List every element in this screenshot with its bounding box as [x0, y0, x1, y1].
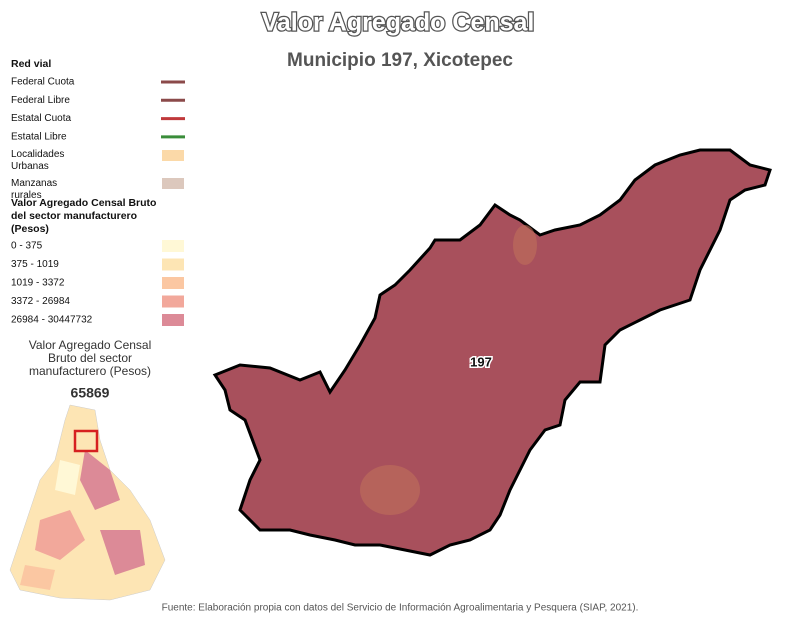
legend-label: 3372 - 26984 — [11, 296, 70, 307]
legend-label: 0 - 375 — [11, 241, 43, 252]
inset-value: 65869 — [71, 385, 110, 401]
legend-label: Manzanas rurales — [11, 178, 57, 201]
legend-label: Federal Cuota — [11, 77, 75, 88]
legend-label: 375 - 1019 — [11, 259, 59, 270]
urban-area — [360, 465, 420, 515]
legend-swatch — [162, 178, 184, 189]
legend-label: 1019 - 3372 — [11, 278, 65, 289]
legend-label: Estatal Cuota — [11, 113, 71, 124]
legend-swatch — [162, 277, 184, 289]
urban-area — [513, 225, 537, 265]
municipality — [212, 148, 772, 557]
legend-title: Red vial — [11, 58, 51, 70]
legend-swatch — [162, 240, 184, 252]
legend: Red vial Federal Cuota Federal Libre Estata… — [11, 58, 185, 326]
legend-swatch — [162, 150, 184, 161]
title: Valor Agregado Censal — [262, 9, 535, 37]
legend-label: Localidades Urbanas — [11, 149, 64, 172]
subtitle: Municipio 197, Xicotepec — [287, 50, 513, 71]
source: Fuente: Elaboración propia con datos del… — [162, 603, 639, 614]
legend-label: Estatal Libre — [11, 132, 67, 143]
inset-caption: Valor Agregado Censal Bruto del sector man… — [29, 338, 152, 378]
legend-label: 26984 - 30447732 — [11, 315, 93, 326]
map-label: 197 — [470, 354, 492, 369]
legend-title: Valor Agregado Censal Bruto del sector ma… — [11, 197, 156, 235]
legend-swatch — [162, 258, 184, 271]
legend-swatch — [162, 295, 184, 308]
legend-swatch — [162, 314, 184, 326]
legend-label: Federal Libre — [11, 95, 70, 106]
inset-map — [9, 404, 166, 601]
